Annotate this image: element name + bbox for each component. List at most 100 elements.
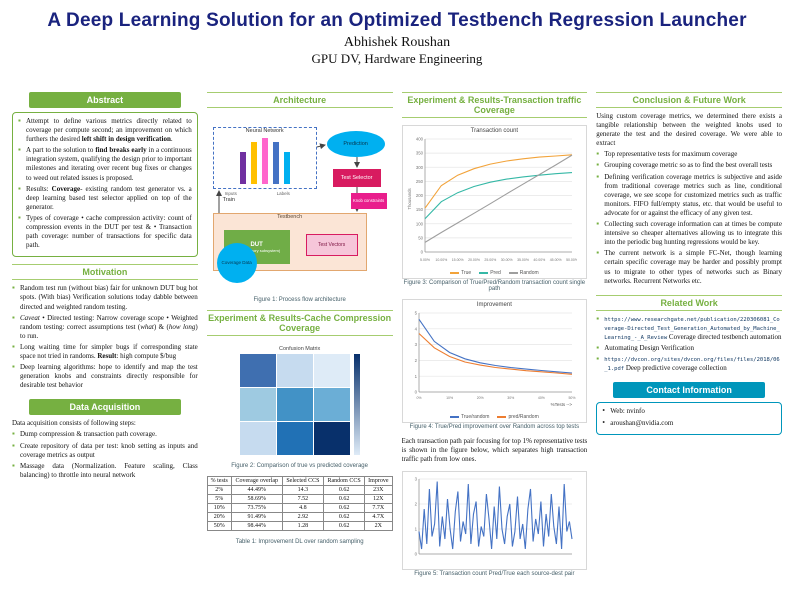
svg-text:400: 400 (415, 137, 423, 142)
abstract-section: Abstract Attempt to define various metri… (12, 92, 198, 258)
legend-entry: True/random (450, 414, 489, 420)
table-cell: 58.69% (230, 494, 283, 504)
svg-text:10%: 10% (446, 396, 453, 400)
figure4-chart: Improvement 0 1 2 3 4 5 0% 10% 20% 30% 40% 50% %Test… (401, 299, 588, 423)
table-cell: 2.92 (281, 512, 325, 522)
figure2-heatmap: Confusion Matrix (235, 346, 365, 455)
dut-sublabel: (GPU memory subsystem) (233, 247, 281, 253)
section-header-exp-cache: Experiment & Results-Cache Compression C… (206, 310, 393, 336)
heatmap-cell (313, 422, 350, 455)
table-cell: 91.49% (230, 512, 283, 522)
abstract-bullet: A part to the solution to find breaks ea… (18, 145, 192, 182)
data-acquisition-bullet: Create repository of data per test: knob… (12, 441, 198, 460)
svg-text:15.00%: 15.00% (451, 258, 463, 262)
svg-text:300: 300 (415, 165, 423, 170)
svg-text:250: 250 (415, 179, 423, 184)
table-header-cell: Selected CCS (281, 476, 325, 486)
data-acquisition-list: Dump compression & transaction path cove… (12, 429, 198, 479)
figure3-plot: 0 50 100 150 200 250 300 350 400 5.00% 10.00% 15.00… (407, 137, 578, 262)
heatmap-cell (276, 388, 313, 421)
table-cell: 2X (364, 521, 393, 531)
svg-text:25.00%: 25.00% (484, 258, 496, 262)
column-architecture: Architecture Neural Netwo (206, 92, 393, 590)
related-item: https://dvcon.org/sites/dvcon.org/files/… (596, 354, 782, 373)
data-acquisition-bullet: Dump compression & transaction path cove… (12, 429, 198, 439)
related-list: https://www.researchgate.net/publication… (596, 314, 782, 374)
svg-text:2: 2 (414, 358, 417, 363)
svg-text:4: 4 (414, 326, 417, 331)
table-cell: 7.52 (281, 494, 325, 504)
table-cell: 14.3 (281, 485, 325, 495)
data-acquisition-section: Data Acquisition Data acquisition consis… (12, 399, 198, 482)
svg-text:2: 2 (414, 502, 417, 507)
conclusion-list: Top representative tests for maximum cov… (596, 149, 782, 285)
table-cell: 0.62 (322, 521, 366, 531)
section-header-architecture: Architecture (206, 92, 393, 108)
section-header-abstract: Abstract (28, 92, 182, 108)
legend-entry: Pred (479, 270, 501, 276)
table-cell: 20% (206, 512, 232, 522)
section-header-conclusion: Conclusion & Future Work (596, 92, 782, 108)
conclusion-bullet: Collecting such coverage information can… (596, 219, 782, 247)
neural-network-label: Neural Network (245, 128, 284, 134)
testbench-label: Testbench (277, 214, 303, 220)
table-cell: 44.49% (230, 485, 283, 495)
heatmap-cell (239, 354, 276, 387)
heatmap-grid (239, 354, 350, 455)
svg-text:1: 1 (414, 374, 417, 379)
section-header-contact: Contact Information (612, 382, 766, 399)
table1-caption: Table 1: Improvement DL over random samp… (235, 539, 364, 545)
improvement-table: % tests Coverage overlap Selected CCS Rando… (206, 476, 393, 531)
related-item-text: Automating Design Verification (604, 344, 694, 353)
section-header-exp-traffic: Experiment & Results-Transaction traffic… (401, 92, 588, 118)
related-item-text: Deep predictive coverage collection (625, 364, 727, 373)
coverage-data-node: Coverage Data (216, 243, 257, 283)
table-row: 50% 98.44% 1.28 0.62 2X (206, 521, 393, 531)
svg-text:20.00%: 20.00% (468, 258, 480, 262)
figure4-legend: True/random pred/Random (405, 414, 585, 420)
related-url-link[interactable]: https://www.researchgate.net/publication… (604, 316, 780, 341)
test-selector-box: Test Selector (332, 169, 381, 187)
contact-email-link[interactable]: aroushan@nvidia.com (602, 418, 776, 428)
table-cell: 50% (206, 521, 232, 531)
labels-label: Labels (276, 191, 290, 196)
related-url-link[interactable]: https://dvcon.org/sites/dvcon.org/files/… (604, 357, 780, 373)
contact-frame: Web: nvinfo aroushan@nvidia.com (596, 402, 782, 435)
figure3-title: Transaction count (470, 128, 519, 134)
svg-text:%Tests -->: %Tests --> (550, 402, 572, 407)
table-header-cell: Coverage overlap (230, 476, 283, 486)
svg-text:150: 150 (415, 207, 423, 212)
table-row: 10% 73.75% 4.8 0.62 7.7X (206, 503, 393, 513)
svg-text:40.00%: 40.00% (533, 258, 545, 262)
svg-text:50.00%: 50.00% (566, 258, 577, 262)
svg-text:350: 350 (415, 151, 423, 156)
table-cell: 7.7X (364, 503, 393, 513)
table-row: 2% 44.49% 14.3 0.62 23X (206, 485, 393, 495)
table-cell: 5% (206, 494, 232, 504)
contact-web-link[interactable]: Web: nvinfo (602, 406, 776, 416)
prediction-node: Prediction (326, 131, 385, 157)
table-cell: 2% (206, 485, 232, 495)
column-traffic: Experiment & Results-Transaction traffic… (401, 92, 588, 590)
figure2-title: Confusion Matrix (278, 346, 321, 352)
figure1-diagram: Neural Network Inputs Labels Prediction … (210, 117, 389, 289)
related-work-section: Related Work https://www.researchgate.ne… (596, 294, 782, 376)
table-cell: 0.62 (322, 503, 366, 513)
table-cell: 1.28 (281, 521, 325, 531)
table-header-cell: Improve (364, 476, 393, 486)
neural-network-box: Neural Network (212, 127, 317, 189)
svg-text:50%: 50% (568, 396, 575, 400)
figure3-block: Transaction count 0 50 100 150 200 250 300 350 4… (401, 125, 588, 292)
svg-text:200: 200 (415, 193, 423, 198)
table-row: 5% 58.69% 7.52 0.62 12X (206, 494, 393, 504)
conclusion-bullet: Grouping coverage metric so as to find t… (596, 160, 782, 170)
table-header-cell: Random CCS (322, 476, 366, 486)
table-header-cell: % tests (206, 476, 232, 486)
svg-text:3: 3 (414, 477, 417, 482)
svg-text:100: 100 (415, 221, 423, 226)
table-cell: 10% (206, 503, 232, 513)
table-header-row: % tests Coverage overlap Selected CCS Rando… (206, 476, 393, 486)
figure3-chart: Transaction count 0 50 100 150 200 250 300 350 4… (401, 125, 588, 279)
abstract-bullet: Attempt to define various metrics direct… (18, 116, 192, 144)
figure4-caption: Figure 4: True/Pred improvement over Ran… (409, 424, 580, 430)
